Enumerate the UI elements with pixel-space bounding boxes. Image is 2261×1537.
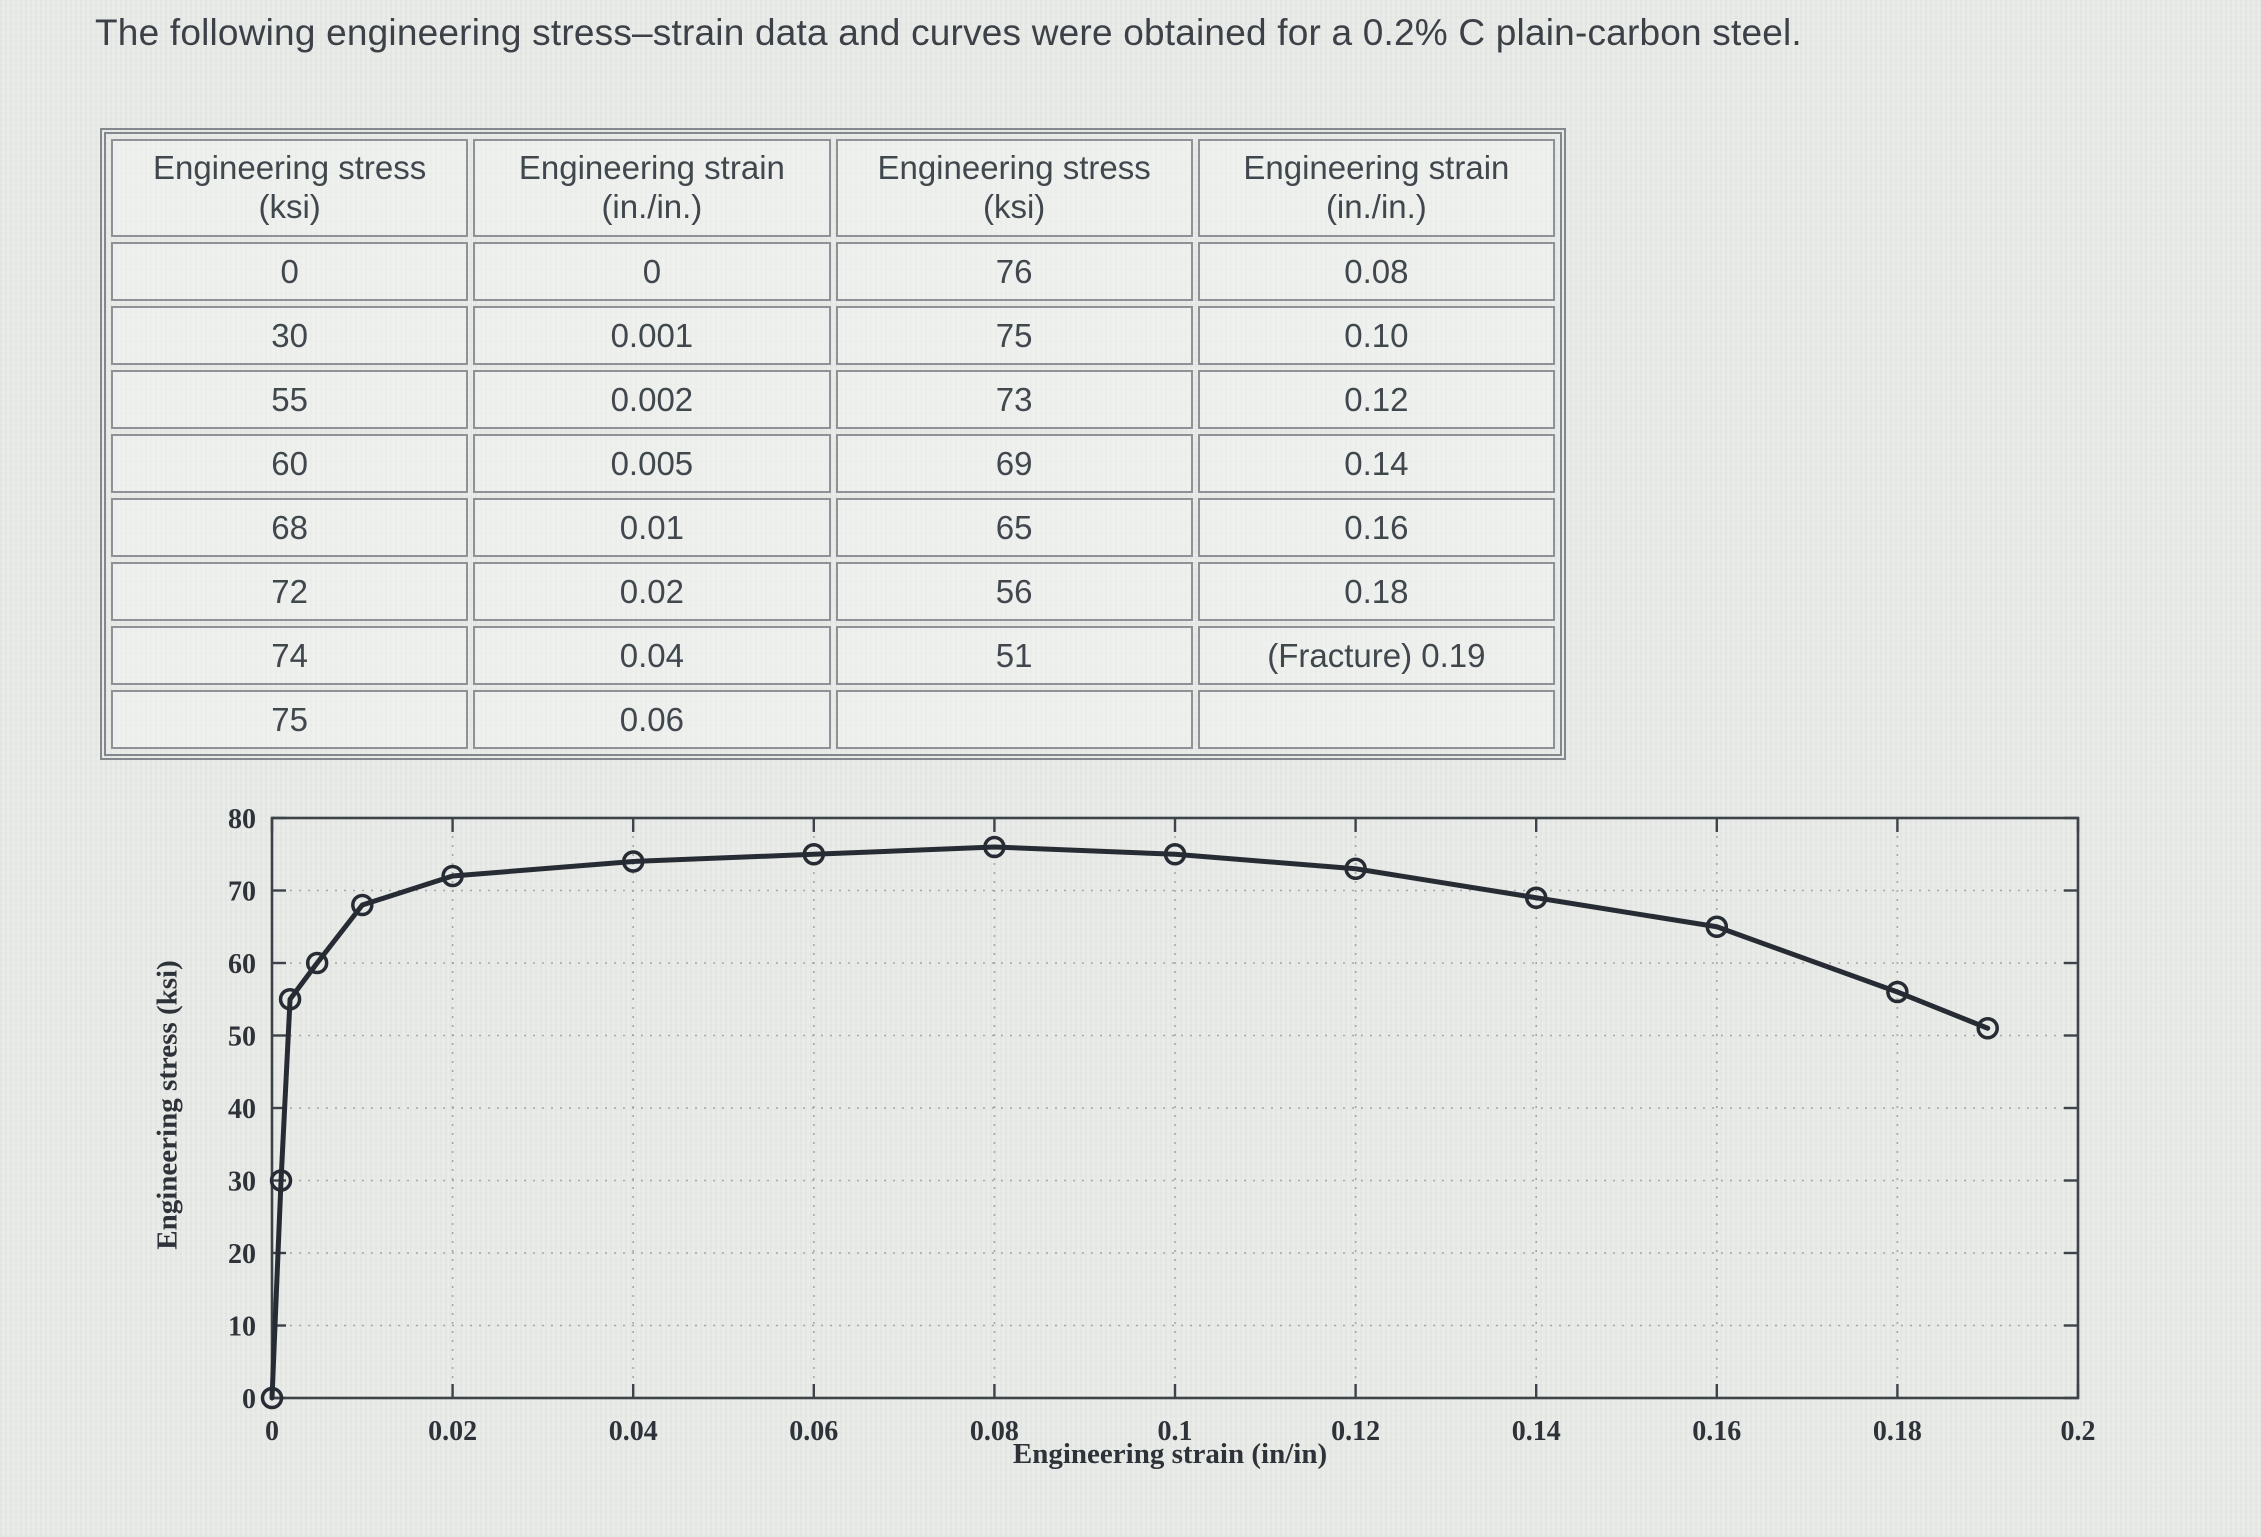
- y-tick-label: 70: [228, 877, 256, 908]
- y-tick-label: 0: [242, 1384, 256, 1415]
- table-cell: 0: [111, 242, 469, 301]
- data-point-marker: [1344, 857, 1367, 880]
- table-cell: 0.16: [1197, 498, 1555, 557]
- y-tick-label: 20: [228, 1239, 256, 1270]
- table-cell: 0.06: [473, 690, 831, 749]
- x-tick-label: 0.16: [1692, 1416, 1741, 1447]
- table-cell: 75: [835, 306, 1193, 365]
- table-header-cell: Engineering stress (ksi): [111, 139, 469, 237]
- table-cell: 69: [835, 434, 1193, 493]
- table-row: 68 0.01 65 0.16: [111, 498, 1555, 557]
- data-point-marker: [802, 843, 826, 866]
- table-cell: 0.14: [1197, 434, 1555, 493]
- data-point-marker: [1524, 886, 1548, 909]
- data-point-marker: [260, 1386, 284, 1410]
- table-cell: [835, 690, 1193, 749]
- y-tick-label: 50: [228, 1022, 256, 1053]
- table-cell: 0.18: [1197, 562, 1555, 621]
- x-tick-label: 0.04: [609, 1416, 658, 1447]
- table-row: 75 0.06: [111, 690, 1555, 749]
- table-cell: 0.002: [473, 370, 831, 429]
- x-tick-label: 0.2: [2061, 1416, 2096, 1447]
- table-cell: 56: [835, 562, 1193, 621]
- table-header: Engineering stress (ksi) Engineering str…: [111, 139, 1555, 237]
- data-point-marker: [1886, 980, 1909, 1004]
- problem-statement: The following engineering stress–strain …: [95, 12, 1802, 53]
- y-tick-label: 80: [228, 804, 256, 835]
- x-tick-label: 0.06: [789, 1416, 838, 1447]
- data-point-marker: [441, 864, 464, 888]
- data-point-marker: [1705, 915, 1729, 938]
- table-cell: 30: [111, 306, 469, 365]
- x-tick-label: 0.14: [1512, 1416, 1561, 1447]
- x-tick-label: 0.18: [1873, 1416, 1922, 1447]
- table-row: 55 0.002 73 0.12: [111, 370, 1555, 429]
- table-header-cell: Engineering stress (ksi): [835, 139, 1193, 237]
- table-cell: 55: [111, 370, 469, 429]
- y-tick-label: 30: [228, 1167, 256, 1198]
- y-tick-label: 10: [228, 1312, 256, 1343]
- table-cell: 0.08: [1197, 242, 1555, 301]
- table-cell: 65: [835, 498, 1193, 557]
- table-cell: 74: [111, 626, 469, 685]
- table-cell: 0.005: [473, 434, 831, 493]
- table-cell: 73: [835, 370, 1193, 429]
- table-cell: 0.04: [473, 626, 831, 685]
- data-point-marker: [1163, 843, 1187, 866]
- table-cell: 0.001: [473, 306, 831, 365]
- table-row: 30 0.001 75 0.10: [111, 306, 1555, 365]
- table-cell: 68: [111, 498, 469, 557]
- table-cell: [1197, 690, 1555, 749]
- table-header-cell: Engineering strain (in./in.): [1197, 139, 1555, 237]
- table-cell: 51: [835, 626, 1193, 685]
- data-point-marker: [621, 850, 645, 873]
- table-cell: 60: [111, 434, 469, 493]
- table-row: 72 0.02 56 0.18: [111, 562, 1555, 621]
- table-header-row: Engineering stress (ksi) Engineering str…: [111, 139, 1555, 237]
- stress-strain-chart: 0 0.02 0.04 0.06 0.08 0.1 0.12 0.14 0.16 0.18 0.2 0…: [228, 804, 2096, 1447]
- table-cell: 72: [111, 562, 469, 621]
- table-cell: 0.02: [473, 562, 831, 621]
- data-point-marker: [305, 951, 329, 975]
- x-tick-label: 0.02: [428, 1416, 477, 1447]
- table-body: 0 0 76 0.08 30 0.001 75 0.10 55 0.002 73 0.12 60 0.00…: [111, 242, 1555, 749]
- series-line: [269, 844, 1991, 1401]
- table-row: 0 0 76 0.08: [111, 242, 1555, 301]
- table-row: 74 0.04 51 (Fracture) 0.19: [111, 626, 1555, 685]
- table-cell: 76: [835, 242, 1193, 301]
- data-point-marker: [351, 893, 374, 917]
- data-point-marker: [278, 988, 302, 1011]
- table-cell: 75: [111, 690, 469, 749]
- table-cell: 0: [473, 242, 831, 301]
- table-cell: 0.01: [473, 498, 831, 557]
- table-header-cell: Engineering strain (in./in.): [473, 139, 831, 237]
- data-point-marker: [1976, 1017, 1999, 1040]
- data-point-marker: [983, 835, 1006, 859]
- table-cell: 0.12: [1197, 370, 1555, 429]
- table-cell: 0.10: [1197, 306, 1555, 365]
- x-tick-label: 0.08: [970, 1416, 1019, 1447]
- x-axis-label: Engineering strain (in/in): [1012, 1438, 1328, 1470]
- y-tick-label: 40: [228, 1094, 256, 1125]
- table-row: 60 0.005 69 0.14: [111, 434, 1555, 493]
- data-point-marker: [269, 1169, 293, 1192]
- x-tick-label: 0: [265, 1416, 279, 1447]
- stress-strain-table: Engineering stress (ksi) Engineering str…: [100, 128, 1566, 760]
- y-tick-label: 60: [228, 949, 256, 980]
- x-tick-label: 0.1: [1158, 1416, 1193, 1447]
- x-tick-label: 0.12: [1331, 1416, 1380, 1447]
- table-cell: (Fracture) 0.19: [1197, 626, 1555, 685]
